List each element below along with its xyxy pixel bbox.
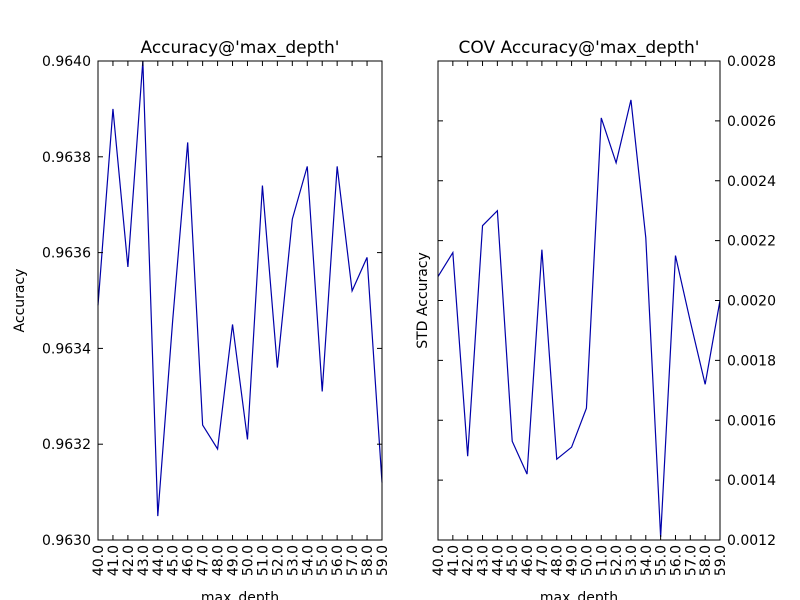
std-chart-title: COV Accuracy@'max_depth' (459, 38, 700, 58)
std-series-line (437, 99, 721, 538)
accuracy-xtick-label: 53.0 (285, 545, 301, 576)
accuracy-xtick-label: 49.0 (226, 545, 242, 576)
std-xtick-label: 43.0 (476, 545, 492, 576)
accuracy-ytick-label: 0.9634 (42, 341, 91, 357)
std-ytick-label: 0.0024 (727, 174, 776, 190)
accuracy-xtick-label: 48.0 (211, 545, 227, 576)
accuracy-xtick-label: 50.0 (240, 545, 256, 576)
std-xtick-label: 44.0 (490, 545, 506, 576)
std-xtick-label: 58.0 (698, 545, 714, 576)
std-ytick-label: 0.0026 (727, 114, 776, 130)
std-x-axis-label: max_depth (540, 590, 618, 600)
accuracy-xtick-label: 46.0 (181, 545, 197, 576)
accuracy-xtick-label: 55.0 (315, 545, 331, 576)
std-xtick-label: 48.0 (550, 545, 566, 576)
accuracy-xtick-label: 47.0 (196, 545, 212, 576)
std-y-axis-label: STD Accuracy (415, 252, 431, 349)
accuracy-ytick-label: 0.9638 (42, 150, 91, 166)
accuracy-ytick-label: 0.9636 (42, 246, 91, 262)
std-ytick-label: 0.0016 (727, 413, 776, 429)
accuracy-series-line (97, 60, 383, 517)
std-xtick-label: 40.0 (431, 545, 447, 576)
accuracy-xtick-label: 57.0 (345, 545, 361, 576)
accuracy-xtick-label: 44.0 (151, 545, 167, 576)
accuracy-ytick-label: 0.9640 (42, 54, 91, 70)
std-xtick-label: 56.0 (668, 545, 684, 576)
std-ytick-label: 0.0018 (727, 353, 776, 369)
accuracy-xtick-label: 51.0 (255, 545, 271, 576)
accuracy-chart: Accuracy@'max_depth' 0.9630 0.9632 0.9634 0.… (12, 38, 391, 600)
accuracy-xtick-label: 42.0 (121, 545, 137, 576)
std-xtick-label: 45.0 (505, 545, 521, 576)
std-ytick-label: 0.0028 (727, 54, 776, 70)
std-accuracy-chart: COV Accuracy@'max_depth' 0.0012 0.0014 0.00… (415, 38, 776, 600)
accuracy-xtick-label: 59.0 (375, 545, 391, 576)
std-xtick-label: 57.0 (683, 545, 699, 576)
std-xtick-label: 49.0 (565, 545, 581, 576)
accuracy-xtick-label: 40.0 (91, 545, 107, 576)
accuracy-plot-frame (97, 60, 383, 541)
std-ytick-label: 0.0022 (727, 234, 776, 250)
std-ytick-label: 0.0014 (727, 473, 776, 489)
std-xtick-label: 46.0 (520, 545, 536, 576)
std-xtick-label: 54.0 (639, 545, 655, 576)
accuracy-ytick-label: 0.9632 (42, 437, 91, 453)
accuracy-xtick-label: 45.0 (166, 545, 182, 576)
accuracy-y-axis-label: Accuracy (12, 269, 28, 333)
accuracy-xtick-label: 52.0 (270, 545, 286, 576)
std-xtick-label: 52.0 (609, 545, 625, 576)
std-ytick-label: 0.0012 (727, 533, 776, 549)
std-xtick-label: 41.0 (446, 545, 462, 576)
std-plot-frame (437, 60, 721, 541)
accuracy-ytick-label: 0.9630 (42, 533, 91, 549)
std-ytick-label: 0.0020 (727, 294, 776, 310)
std-xtick-label: 47.0 (535, 545, 551, 576)
std-xtick-label: 51.0 (594, 545, 610, 576)
accuracy-xtick-label: 58.0 (360, 545, 376, 576)
accuracy-xtick-label: 41.0 (106, 545, 122, 576)
accuracy-xtick-label: 56.0 (330, 545, 346, 576)
accuracy-x-axis-label: max_depth (201, 590, 279, 600)
std-xtick-label: 53.0 (624, 545, 640, 576)
std-xtick-label: 55.0 (654, 545, 670, 576)
std-xtick-label: 42.0 (461, 545, 477, 576)
std-xtick-label: 50.0 (579, 545, 595, 576)
std-xtick-label: 59.0 (713, 545, 729, 576)
accuracy-xtick-label: 43.0 (136, 545, 152, 576)
accuracy-chart-title: Accuracy@'max_depth' (141, 38, 340, 58)
accuracy-xtick-label: 54.0 (300, 545, 316, 576)
